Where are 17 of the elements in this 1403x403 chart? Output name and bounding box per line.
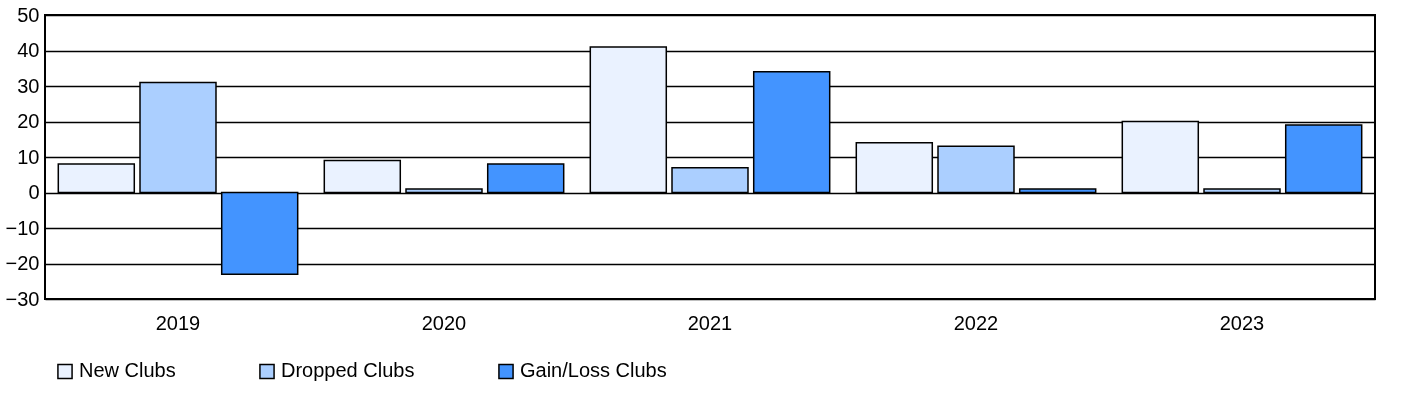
y-tick-label: 50 [17,3,40,26]
y-tick-label: −30 [5,287,40,310]
x-tick-label: 2021 [687,311,733,334]
y-tick-label: 20 [17,110,40,132]
y-tick-label: 40 [17,39,40,61]
x-tick-label: 2022 [953,311,999,334]
y-tick-label: −20 [5,252,40,274]
x-tick-label: 2020 [421,311,467,334]
x-tick-label: 2023 [1219,311,1265,334]
y-tick-label: −10 [5,216,40,239]
y-tick-label: 0 [28,181,40,203]
y-tick-label: 10 [17,145,40,168]
y-tick-label: 30 [17,74,40,97]
legend-label: New Clubs [79,359,176,382]
x-tick-label: 2019 [155,311,201,334]
legend-label: Gain/Loss Clubs [520,359,667,382]
legend-label: Dropped Clubs [281,359,415,382]
